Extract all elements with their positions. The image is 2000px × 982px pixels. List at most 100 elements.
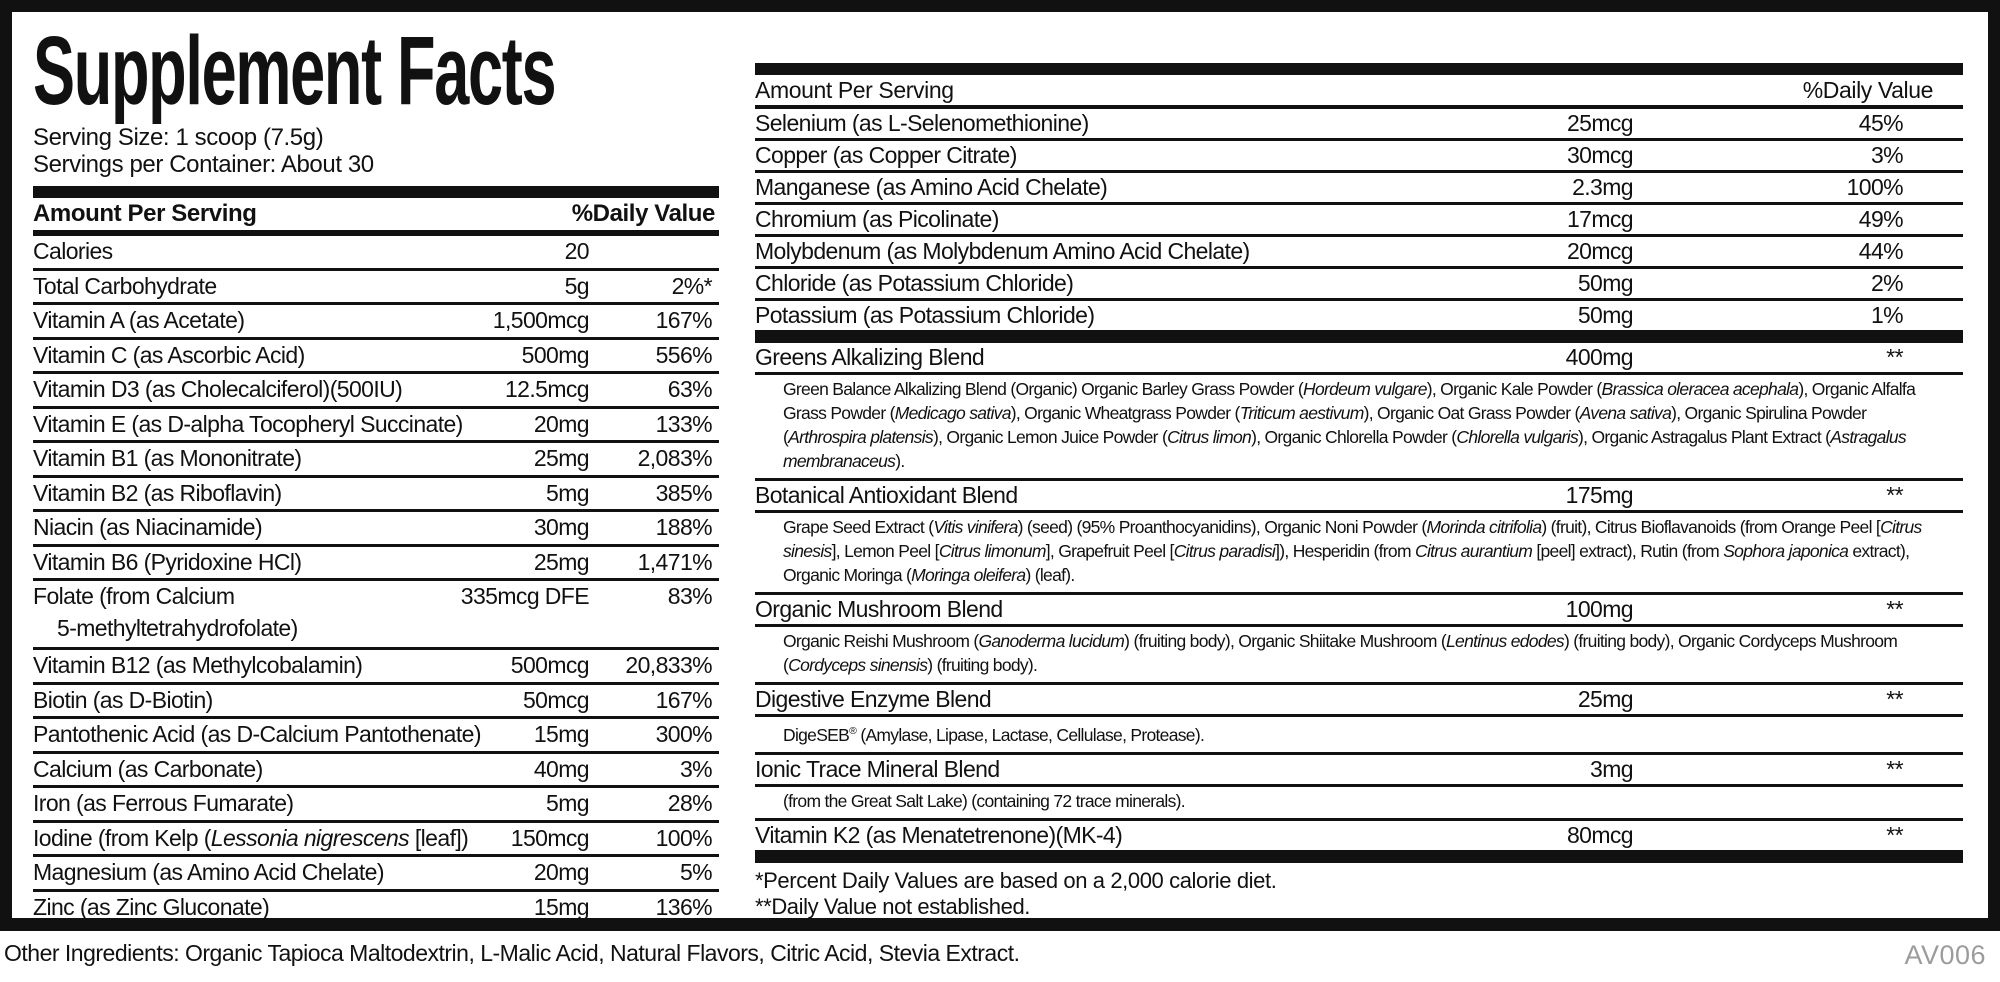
nutrient-dv: 188% bbox=[655, 514, 713, 540]
nutrient-name: Iodine (from Kelp (Lessonia nigrescens [… bbox=[33, 824, 469, 851]
nutrient-dv: ** bbox=[1886, 755, 1903, 782]
nutrient-amount: 20mcg bbox=[1566, 238, 1634, 264]
nutrient-amount: 20mg bbox=[533, 410, 590, 437]
nutrient-amount: 25mg bbox=[533, 445, 590, 471]
nutrient-name: Molybdenum (as Molybdenum Amino Acid Che… bbox=[755, 238, 1250, 264]
table-row: Calcium (as Carbonate) 40mg 3% bbox=[33, 754, 719, 788]
below-label-area: Other Ingredients: Organic Tapioca Malto… bbox=[0, 931, 2000, 971]
table-row: Vitamin C (as Ascorbic Acid) 500mg 556% bbox=[33, 340, 719, 374]
nutrient-name: Copper (as Copper Citrate) bbox=[755, 142, 1017, 168]
nutrient-name: Vitamin D3 (as Cholecalciferol)(500IU) bbox=[33, 376, 403, 402]
nutrient-amount: 12.5mcg bbox=[504, 376, 590, 402]
table-row: Iron (as Ferrous Fumarate) 5mg 28% bbox=[33, 788, 719, 823]
table-row: Organic Mushroom Blend 100mg ** bbox=[755, 595, 1963, 627]
nutrient-dv: 20,833% bbox=[625, 652, 712, 678]
nutrient-amount: 25mcg bbox=[1566, 110, 1634, 136]
nutrient-name: Vitamin B6 (Pyridoxine HCl) bbox=[33, 548, 302, 575]
nutrient-dv: 28% bbox=[667, 790, 713, 816]
table-row: Vitamin B12 (as Methylcobalamin) 500mcg 20… bbox=[33, 650, 719, 685]
nutrient-name: Selenium (as L-Selenomethionine) bbox=[755, 110, 1089, 136]
table-row: Selenium (as L-Selenomethionine) 25mcg 45% bbox=[755, 109, 1963, 141]
table-row: Biotin (as D-Biotin) 50mcg 167% bbox=[33, 685, 719, 719]
nutrient-dv: 44% bbox=[1858, 238, 1904, 264]
table-row: Calories 20 bbox=[33, 236, 719, 271]
table-row: Digestive Enzyme Blend 25mg ** bbox=[755, 685, 1963, 717]
section-divider-bar bbox=[33, 186, 719, 198]
table-row: Total Carbohydrate 5g 2%* bbox=[33, 271, 719, 305]
nutrient-name: Vitamin B1 (as Mononitrate) bbox=[33, 445, 302, 471]
label-code: AV006 bbox=[1904, 940, 1986, 970]
nutrient-amount: 25mg bbox=[533, 548, 590, 575]
footnote: **Daily Value not established. bbox=[755, 893, 1030, 919]
nutrient-amount: 15mg bbox=[533, 893, 590, 920]
nutrient-amount: 80mcg bbox=[1566, 821, 1634, 848]
table-row: Botanical Antioxidant Blend 175mg ** bbox=[755, 481, 1963, 513]
nutrient-dv: ** bbox=[1886, 821, 1903, 848]
blend-table: Greens Alkalizing Blend 400mg ** Green Bala… bbox=[755, 343, 1963, 850]
table-row: Vitamin B6 (Pyridoxine HCl) 25mg 1,471% bbox=[33, 547, 719, 581]
blend-description: Grape Seed Extract (Vitis vinifera) (see… bbox=[755, 513, 1963, 595]
nutrient-name: Calories bbox=[33, 238, 113, 264]
daily-value-header: %Daily Value bbox=[571, 200, 716, 227]
left-column: Supplement Facts Serving Size: 1 scoop (… bbox=[33, 12, 719, 920]
nutrient-dv: 83% bbox=[667, 583, 713, 609]
label-title: Supplement Facts bbox=[33, 16, 557, 125]
table-row: Greens Alkalizing Blend 400mg ** bbox=[755, 343, 1963, 375]
nutrient-dv: 300% bbox=[655, 721, 713, 747]
table-row: Zinc (as Zinc Gluconate) 15mg 136% bbox=[33, 892, 719, 924]
nutrient-dv: 100% bbox=[1846, 174, 1904, 200]
nutrient-dv: 2%* bbox=[671, 272, 713, 299]
nutrient-name: Total Carbohydrate bbox=[33, 272, 217, 299]
nutrient-name: Folate (from Calcium 5-methyltetrahydrofo… bbox=[33, 583, 298, 641]
right-column: Amount Per Serving %Daily Value Selenium… bbox=[755, 12, 1963, 918]
nutrient-amount: 175mg bbox=[1565, 482, 1634, 508]
other-ingredients: Other Ingredients: Organic Tapioca Malto… bbox=[4, 940, 1020, 966]
nutrient-dv: 556% bbox=[655, 341, 713, 368]
nutrient-dv: 100% bbox=[655, 824, 713, 851]
nutrient-amount: 100mg bbox=[1565, 596, 1634, 622]
table-row: Copper (as Copper Citrate) 30mcg 3% bbox=[755, 141, 1963, 173]
nutrient-amount: 40mg bbox=[533, 755, 590, 782]
nutrient-dv: ** bbox=[1886, 686, 1903, 712]
blend-description: DigeSEB® (Amylase, Lipase, Lactase, Cell… bbox=[755, 717, 1963, 755]
footnotes: *Percent Daily Values are based on a 2,0… bbox=[755, 869, 1963, 918]
nutrient-amount: 1,500mcg bbox=[492, 307, 590, 333]
nutrient-dv: 3% bbox=[1870, 142, 1904, 168]
nutrient-name: Organic Mushroom Blend bbox=[755, 596, 1003, 622]
nutrient-amount: 50mcg bbox=[522, 686, 590, 713]
nutrient-name: Digestive Enzyme Blend bbox=[755, 686, 992, 712]
table-row: Iodine (from Kelp (Lessonia nigrescens [… bbox=[33, 823, 719, 857]
nutrient-amount: 400mg bbox=[1565, 344, 1634, 370]
nutrient-name: Iron (as Ferrous Fumarate) bbox=[33, 790, 294, 816]
nutrient-amount: 15mg bbox=[533, 721, 590, 747]
blend-description: Green Balance Alkalizing Blend (Organic)… bbox=[755, 375, 1963, 481]
nutrient-amount: 3mg bbox=[1590, 755, 1634, 782]
daily-value-header: %Daily Value bbox=[1802, 77, 1934, 103]
nutrient-amount: 150mcg bbox=[510, 824, 590, 851]
section-divider-bar bbox=[755, 849, 1963, 863]
right-table-header: Amount Per Serving %Daily Value bbox=[755, 75, 1963, 109]
nutrient-dv: 136% bbox=[655, 893, 713, 920]
nutrient-name: Manganese (as Amino Acid Chelate) bbox=[755, 174, 1108, 200]
table-row: Manganese (as Amino Acid Chelate) 2.3mg 10… bbox=[755, 173, 1963, 205]
nutrient-name: Vitamin B2 (as Riboflavin) bbox=[33, 479, 282, 506]
nutrient-name: Niacin (as Niacinamide) bbox=[33, 514, 263, 540]
nutrient-amount: 30mcg bbox=[1566, 142, 1634, 168]
nutrient-amount: 500mcg bbox=[510, 652, 590, 678]
table-row: Folate (from Calcium 5-methyltetrahydrofo… bbox=[33, 581, 719, 650]
nutrient-amount: 25mg bbox=[1577, 686, 1634, 712]
nutrient-dv: 49% bbox=[1858, 206, 1904, 232]
table-row: Potassium (as Potassium Chloride) 50mg 1% bbox=[755, 301, 1963, 330]
nutrient-amount: 2.3mg bbox=[1572, 174, 1634, 200]
nutrient-amount: 20mg bbox=[533, 859, 590, 885]
label-box: Supplement Facts Serving Size: 1 scoop (… bbox=[0, 0, 2000, 931]
table-row: Vitamin K2 (as Menatetrenone)(MK-4) 80mcg… bbox=[755, 821, 1963, 850]
nutrient-dv: 45% bbox=[1858, 110, 1904, 136]
nutrient-amount: 5mg bbox=[546, 790, 590, 816]
table-row: Chloride (as Potassium Chloride) 50mg 2% bbox=[755, 269, 1963, 301]
blend-description: (from the Great Salt Lake) (containing 7… bbox=[755, 787, 1963, 821]
nutrient-name: Magnesium (as Amino Acid Chelate) bbox=[33, 859, 385, 885]
table-row: Ionic Trace Mineral Blend 3mg ** bbox=[755, 755, 1963, 787]
nutrient-dv: 1,471% bbox=[637, 548, 713, 575]
